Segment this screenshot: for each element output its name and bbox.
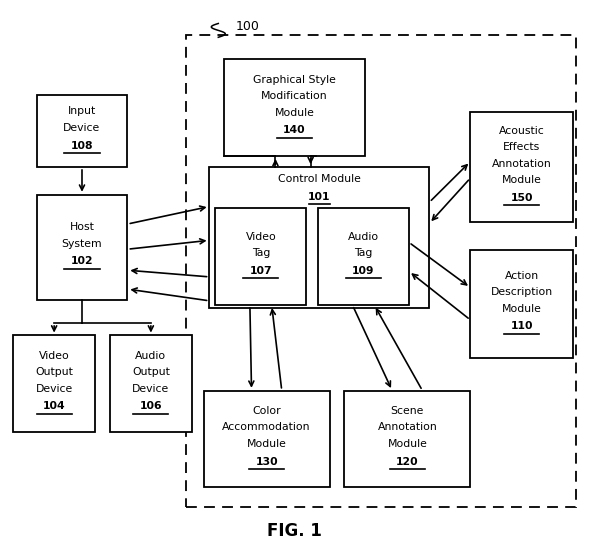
- Text: Tag: Tag: [354, 249, 373, 259]
- Text: Graphical Style: Graphical Style: [253, 74, 336, 84]
- Text: Video: Video: [246, 232, 276, 242]
- Bar: [37, 195, 127, 300]
- Text: 102: 102: [71, 256, 93, 266]
- Text: Audio: Audio: [135, 351, 167, 361]
- Text: Description: Description: [491, 287, 552, 297]
- Bar: [210, 167, 429, 308]
- Text: 150: 150: [511, 193, 533, 203]
- Text: Accommodation: Accommodation: [223, 422, 311, 432]
- Bar: [216, 209, 306, 305]
- Text: 140: 140: [283, 125, 306, 135]
- Text: System: System: [62, 239, 102, 249]
- Bar: [37, 95, 127, 167]
- Bar: [204, 391, 330, 487]
- Bar: [13, 335, 95, 432]
- Bar: [471, 250, 573, 357]
- Text: 108: 108: [71, 140, 93, 150]
- Bar: [471, 112, 573, 223]
- Bar: [186, 34, 576, 507]
- Text: 130: 130: [256, 457, 278, 467]
- Text: Output: Output: [132, 367, 170, 377]
- Text: Annotation: Annotation: [378, 422, 437, 432]
- Text: Module: Module: [274, 108, 315, 118]
- Text: 106: 106: [140, 401, 162, 411]
- Text: Device: Device: [35, 384, 73, 394]
- Text: Host: Host: [70, 222, 94, 232]
- Text: Module: Module: [388, 439, 427, 449]
- Text: Modification: Modification: [261, 91, 328, 101]
- Text: Scene: Scene: [391, 406, 424, 416]
- Text: 104: 104: [43, 401, 65, 411]
- Text: Effects: Effects: [503, 142, 540, 152]
- Text: 107: 107: [250, 266, 272, 276]
- Text: Color: Color: [252, 406, 281, 416]
- Text: Annotation: Annotation: [492, 159, 551, 169]
- Text: 110: 110: [511, 321, 533, 331]
- Text: 101: 101: [308, 192, 330, 202]
- Text: Module: Module: [247, 439, 287, 449]
- Text: 109: 109: [352, 266, 375, 276]
- Text: Device: Device: [133, 384, 170, 394]
- Text: 100: 100: [236, 20, 260, 33]
- Text: Acoustic: Acoustic: [499, 125, 545, 135]
- Text: Device: Device: [64, 123, 101, 133]
- Text: Module: Module: [502, 175, 542, 185]
- Text: Output: Output: [35, 367, 73, 377]
- Text: 120: 120: [396, 457, 419, 467]
- Text: Tag: Tag: [252, 249, 270, 259]
- Text: Control Module: Control Module: [278, 174, 361, 184]
- Text: Action: Action: [505, 271, 539, 281]
- Text: Input: Input: [68, 106, 96, 117]
- Text: Video: Video: [39, 351, 70, 361]
- Text: FIG. 1: FIG. 1: [267, 522, 322, 540]
- Text: Audio: Audio: [348, 232, 379, 242]
- Text: Module: Module: [502, 304, 542, 314]
- Bar: [318, 209, 409, 305]
- Bar: [345, 391, 471, 487]
- Bar: [224, 59, 365, 156]
- Bar: [110, 335, 192, 432]
